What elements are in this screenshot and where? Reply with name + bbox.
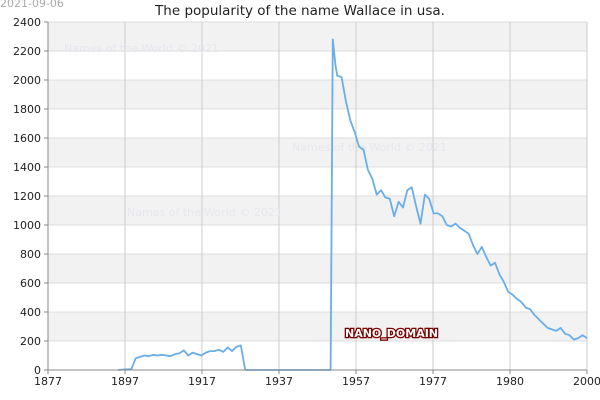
- x-tick-label: 2000: [573, 375, 600, 388]
- x-tick-label: 1877: [34, 375, 62, 388]
- plot-band: [48, 196, 587, 225]
- y-tick-label: 0: [34, 364, 41, 377]
- domain-label: NANO_DOMAIN: [345, 327, 438, 340]
- plot-band: [48, 22, 587, 51]
- watermark: Names of the World © 2021: [127, 206, 282, 219]
- x-tick-label: 1897: [111, 375, 139, 388]
- y-tick-label: 400: [20, 306, 41, 319]
- x-tick-label: 1980: [496, 375, 524, 388]
- plot-bands: [48, 22, 587, 341]
- y-axis-ticks: 0 200 400 600 800 1000 1200 1400 1600 1800 2000 220…: [13, 16, 48, 377]
- x-tick-label: 1937: [265, 375, 293, 388]
- series-lines: [118, 38, 588, 371]
- y-tick-label: 800: [20, 248, 41, 261]
- y-tick-label: 1800: [13, 103, 41, 116]
- plot-band: [48, 254, 587, 283]
- x-axis-ticks: 1877 1897 1917 1937 1957 1977 1980 2000: [34, 370, 600, 388]
- y-tick-label: 2400: [13, 16, 41, 29]
- x-tick-label: 1977: [419, 375, 447, 388]
- y-tick-label: 1400: [13, 161, 41, 174]
- plot-band: [48, 80, 587, 109]
- y-tick-label: 1000: [13, 219, 41, 232]
- watermark: Names of the World © 2021: [64, 42, 219, 55]
- y-tick-label: 600: [20, 277, 41, 290]
- series-line: [118, 38, 588, 371]
- x-tick-label: 1917: [188, 375, 216, 388]
- date-stamp: 2021-09-06: [0, 0, 64, 10]
- x-tick-label: 1957: [342, 375, 370, 388]
- y-tick-label: 1600: [13, 132, 41, 145]
- watermark: Names of the World © 2021: [292, 141, 447, 154]
- plot-band: [48, 138, 587, 167]
- chart-title: The popularity of the name Wallace in us…: [154, 3, 445, 19]
- y-tick-label: 2000: [13, 74, 41, 87]
- y-tick-label: 200: [20, 335, 41, 348]
- plot-band: [48, 312, 587, 341]
- y-tick-label: 2200: [13, 45, 41, 58]
- y-tick-label: 1200: [13, 190, 41, 203]
